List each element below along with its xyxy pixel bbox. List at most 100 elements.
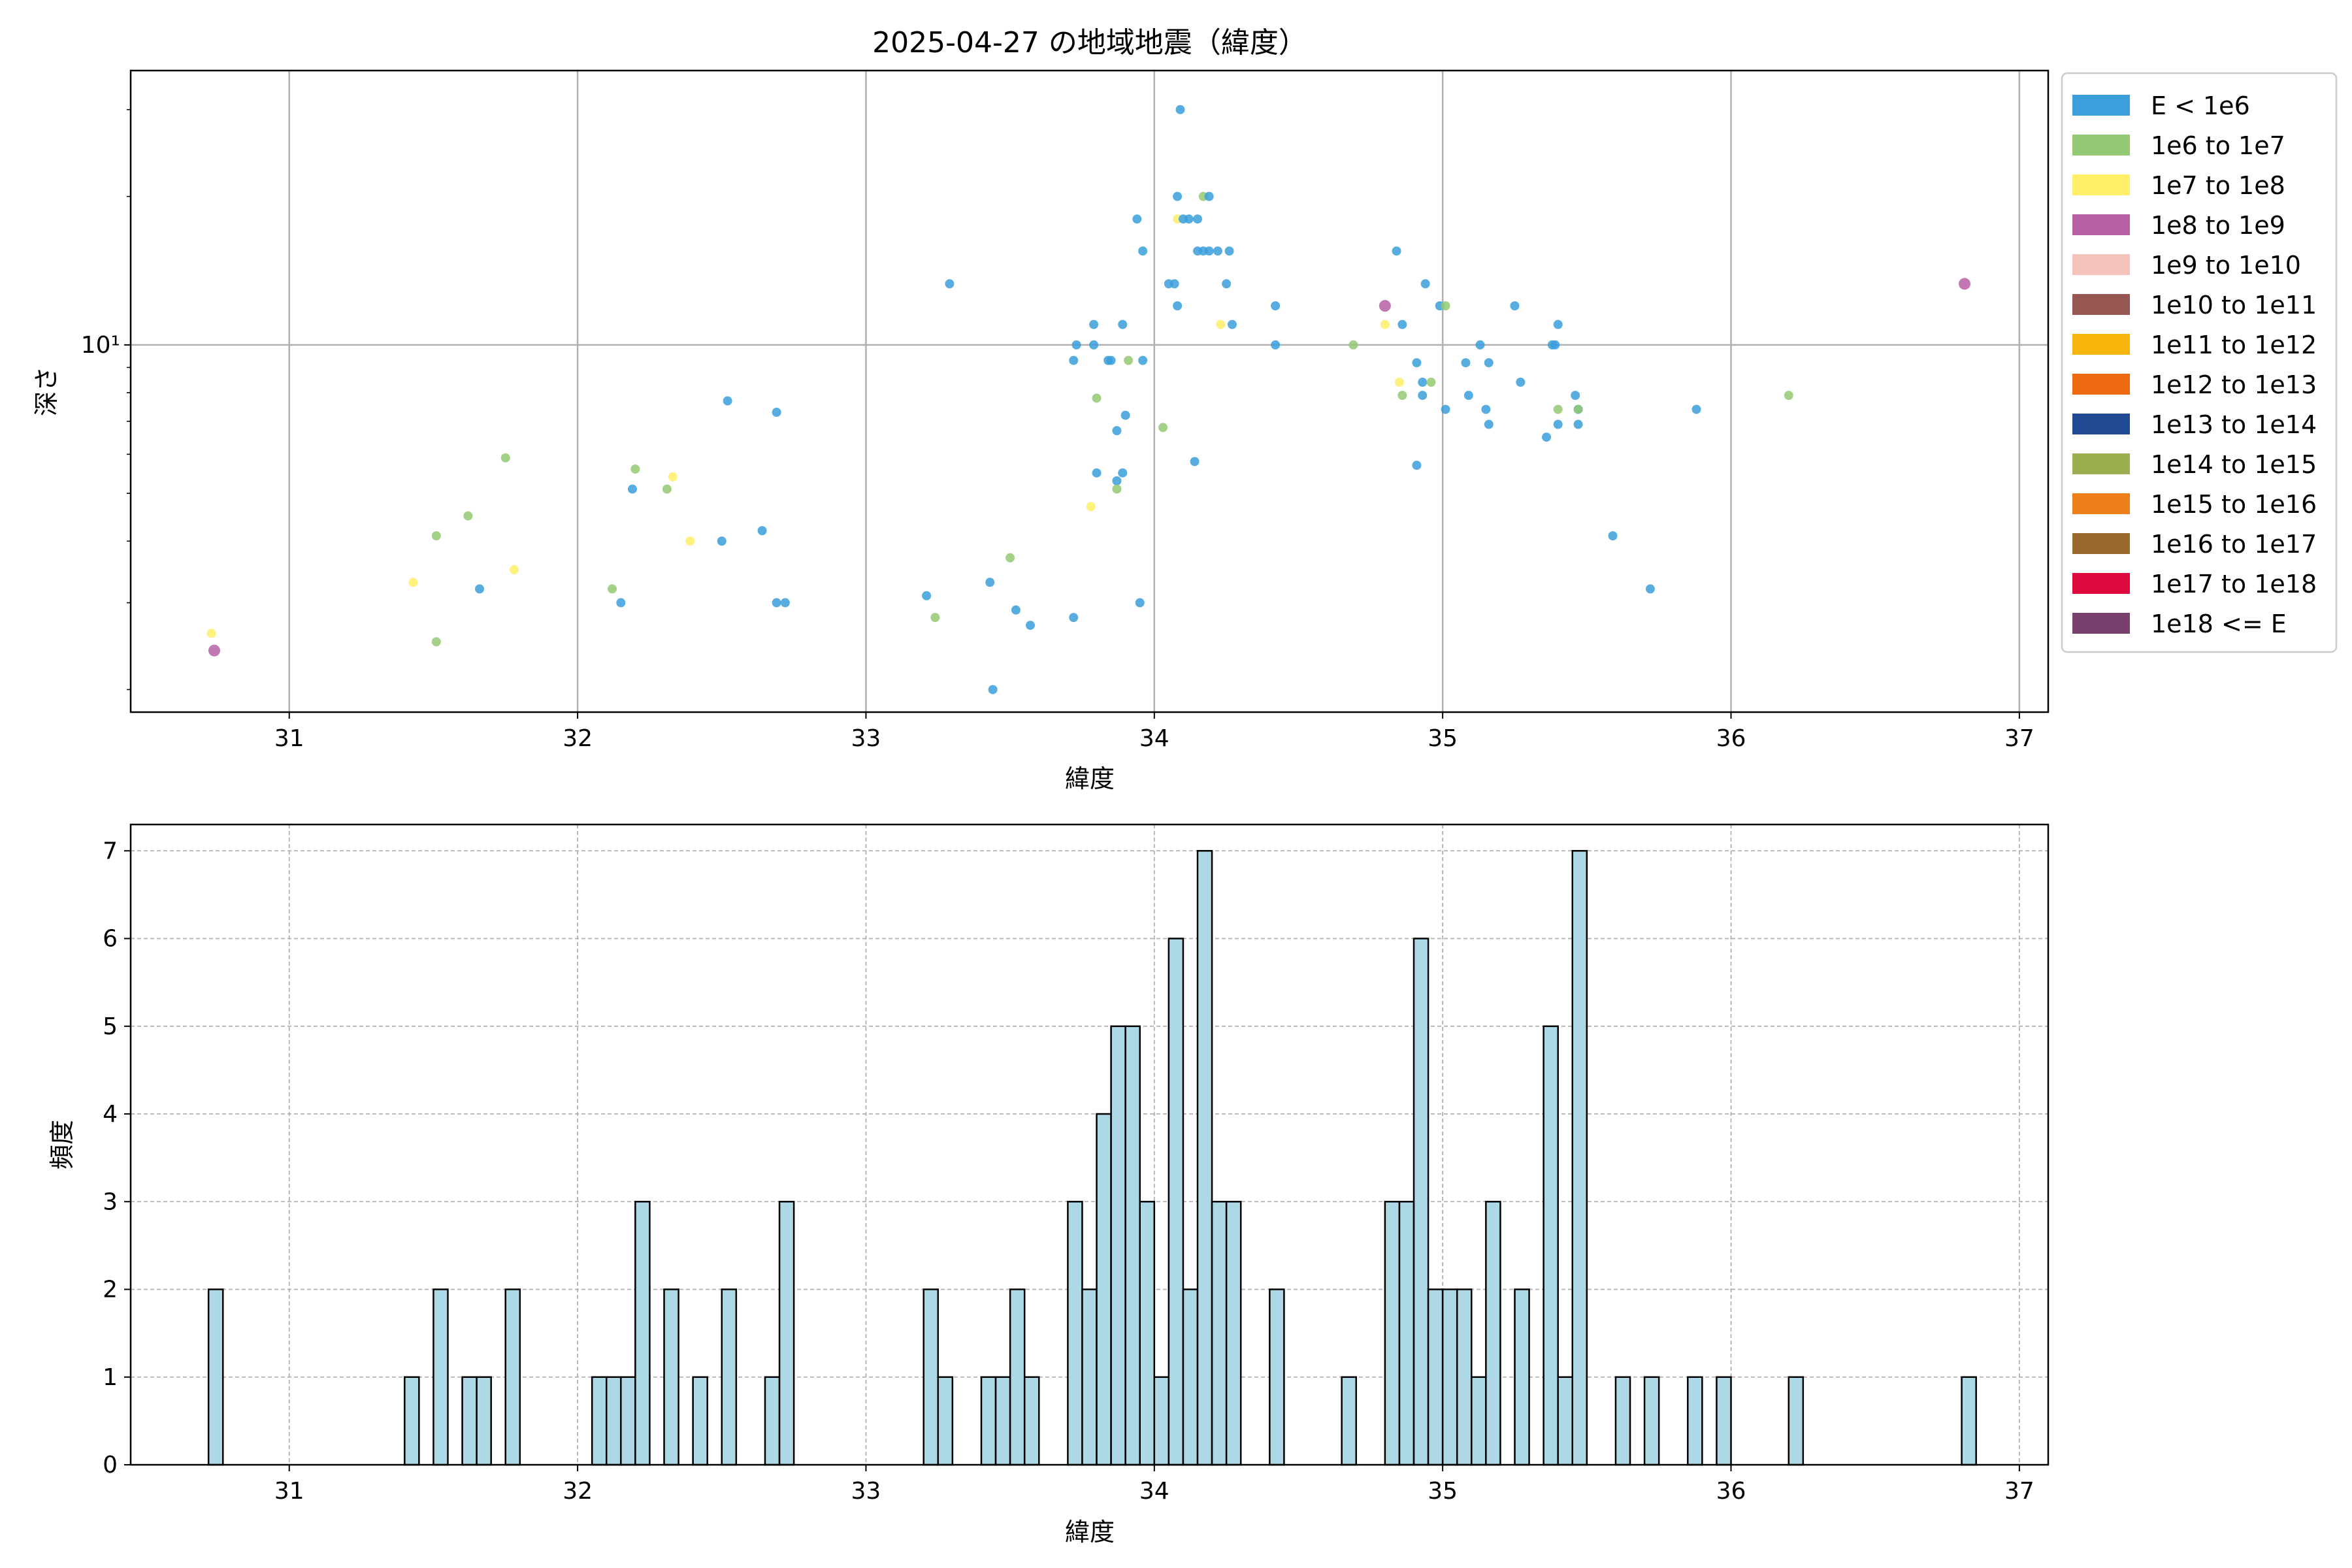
scatter-point bbox=[1441, 404, 1450, 414]
scatter-point bbox=[1106, 355, 1116, 365]
histogram-x-tick-label: 35 bbox=[1428, 1478, 1458, 1505]
histogram-bar bbox=[1716, 1376, 1732, 1466]
histogram-bar bbox=[605, 1376, 622, 1466]
scatter-point bbox=[431, 531, 441, 541]
legend-label: 1e13 to 1e14 bbox=[2151, 410, 2317, 439]
legend-label: 1e8 to 1e9 bbox=[2151, 211, 2285, 240]
histogram-y-tick-label: 2 bbox=[103, 1277, 118, 1303]
histogram-bar bbox=[1687, 1376, 1703, 1466]
histogram-x-tick-label: 31 bbox=[274, 1478, 304, 1505]
scatter-point bbox=[945, 279, 955, 289]
scatter-point bbox=[1412, 358, 1422, 368]
scatter-point bbox=[1484, 419, 1494, 429]
histogram-bar bbox=[1571, 850, 1588, 1466]
scatter-point bbox=[208, 644, 220, 657]
legend-swatch bbox=[2072, 294, 2130, 315]
histogram-bar bbox=[1471, 1376, 1487, 1466]
histogram-bar bbox=[1269, 1288, 1285, 1466]
histogram-bar bbox=[721, 1288, 738, 1466]
scatter-title: 2025-04-27 の地域地震（緯度） bbox=[872, 26, 1307, 59]
histogram-x-tick-label: 32 bbox=[563, 1478, 593, 1505]
histogram-y-tick-label: 3 bbox=[103, 1188, 118, 1215]
histogram-bar bbox=[1398, 1201, 1415, 1466]
scatter-point bbox=[1216, 319, 1226, 329]
histogram-bar bbox=[476, 1376, 492, 1466]
scatter-point bbox=[757, 526, 767, 536]
scatter-point bbox=[717, 536, 727, 546]
scatter-point bbox=[772, 598, 781, 608]
scatter-y-axis-label: 深さ bbox=[32, 367, 61, 416]
histogram-bar bbox=[1081, 1288, 1098, 1466]
scatter-points bbox=[206, 105, 1971, 694]
legend-label: 1e18 <= E bbox=[2151, 610, 2287, 638]
histogram-bar bbox=[591, 1376, 608, 1466]
scatter-point bbox=[1204, 191, 1214, 201]
legend-swatch bbox=[2072, 135, 2130, 155]
histogram-x-tick-label: 33 bbox=[851, 1478, 881, 1505]
legend-swatch bbox=[2072, 493, 2130, 514]
scatter-point bbox=[1553, 419, 1563, 429]
histogram-bar bbox=[1441, 1288, 1458, 1466]
scatter-point bbox=[1135, 598, 1145, 608]
histogram-bar bbox=[1614, 1376, 1631, 1466]
scatter-point bbox=[1645, 584, 1655, 594]
scatter-point bbox=[1516, 378, 1526, 387]
scatter-point bbox=[1608, 531, 1618, 541]
scatter-point bbox=[922, 591, 932, 600]
scatter-point bbox=[475, 584, 485, 594]
histogram-bar bbox=[1557, 1376, 1574, 1466]
histogram-bar bbox=[1009, 1288, 1026, 1466]
scatter-point bbox=[1213, 246, 1222, 256]
scatter-point bbox=[1138, 355, 1148, 365]
scatter-point bbox=[1571, 391, 1580, 400]
histogram-bar bbox=[1514, 1288, 1530, 1466]
legend-label: 1e12 to 1e13 bbox=[2151, 370, 2317, 399]
histogram-y-axis-label: 頻度 bbox=[48, 1120, 76, 1169]
scatter-point bbox=[1397, 391, 1407, 400]
scatter-point bbox=[1550, 340, 1560, 350]
histogram-bar bbox=[692, 1376, 708, 1466]
scatter-point bbox=[1573, 419, 1583, 429]
scatter-y-ticks: 10¹ bbox=[81, 108, 131, 691]
histogram-bar bbox=[1456, 1288, 1473, 1466]
scatter-point bbox=[630, 464, 640, 474]
scatter-point bbox=[616, 598, 626, 608]
scatter-point bbox=[930, 613, 940, 623]
scatter-x-tick-label: 37 bbox=[2004, 725, 2034, 752]
scatter-point bbox=[500, 453, 510, 463]
scatter-point bbox=[1573, 404, 1583, 414]
scatter-point bbox=[1118, 319, 1128, 329]
scatter-point bbox=[1138, 246, 1148, 256]
histogram-bar bbox=[1384, 1201, 1401, 1466]
legend-label: E < 1e6 bbox=[2151, 91, 2250, 120]
histogram-x-ticks: 31 32 33 34 35 36 37 bbox=[274, 1465, 2034, 1505]
scatter-point bbox=[1089, 340, 1099, 350]
scatter-point bbox=[1124, 355, 1134, 365]
histogram-bar bbox=[1225, 1201, 1242, 1466]
legend-swatch bbox=[2072, 174, 2130, 195]
legend-label: 1e15 to 1e16 bbox=[2151, 490, 2317, 519]
scatter-x-tick-label: 31 bbox=[274, 725, 304, 752]
histogram-bar bbox=[1023, 1376, 1040, 1466]
legend-label: 1e10 to 1e11 bbox=[2151, 291, 2317, 319]
histogram-x-tick-label: 34 bbox=[1139, 1478, 1169, 1505]
scatter-point bbox=[1204, 246, 1214, 256]
scatter-point bbox=[1461, 358, 1471, 368]
histogram-y-ticks: 0 1 2 3 4 5 6 7 bbox=[103, 838, 131, 1478]
scatter-point bbox=[1193, 214, 1203, 224]
scatter-point bbox=[1069, 355, 1079, 365]
scatter-point bbox=[1510, 301, 1520, 311]
legend-swatch bbox=[2072, 374, 2130, 395]
histogram-bar bbox=[1110, 1025, 1126, 1466]
histogram-bar bbox=[1139, 1201, 1156, 1466]
scatter-point bbox=[1542, 433, 1552, 442]
scatter-point bbox=[1092, 393, 1102, 403]
legend-swatch bbox=[2072, 95, 2130, 116]
scatter-point bbox=[1026, 621, 1036, 630]
histogram-bar bbox=[433, 1288, 449, 1466]
scatter-y-tick-label: 10¹ bbox=[81, 332, 120, 359]
scatter-point bbox=[1112, 426, 1122, 436]
scatter-point bbox=[1222, 279, 1232, 289]
scatter-point bbox=[1120, 410, 1130, 420]
